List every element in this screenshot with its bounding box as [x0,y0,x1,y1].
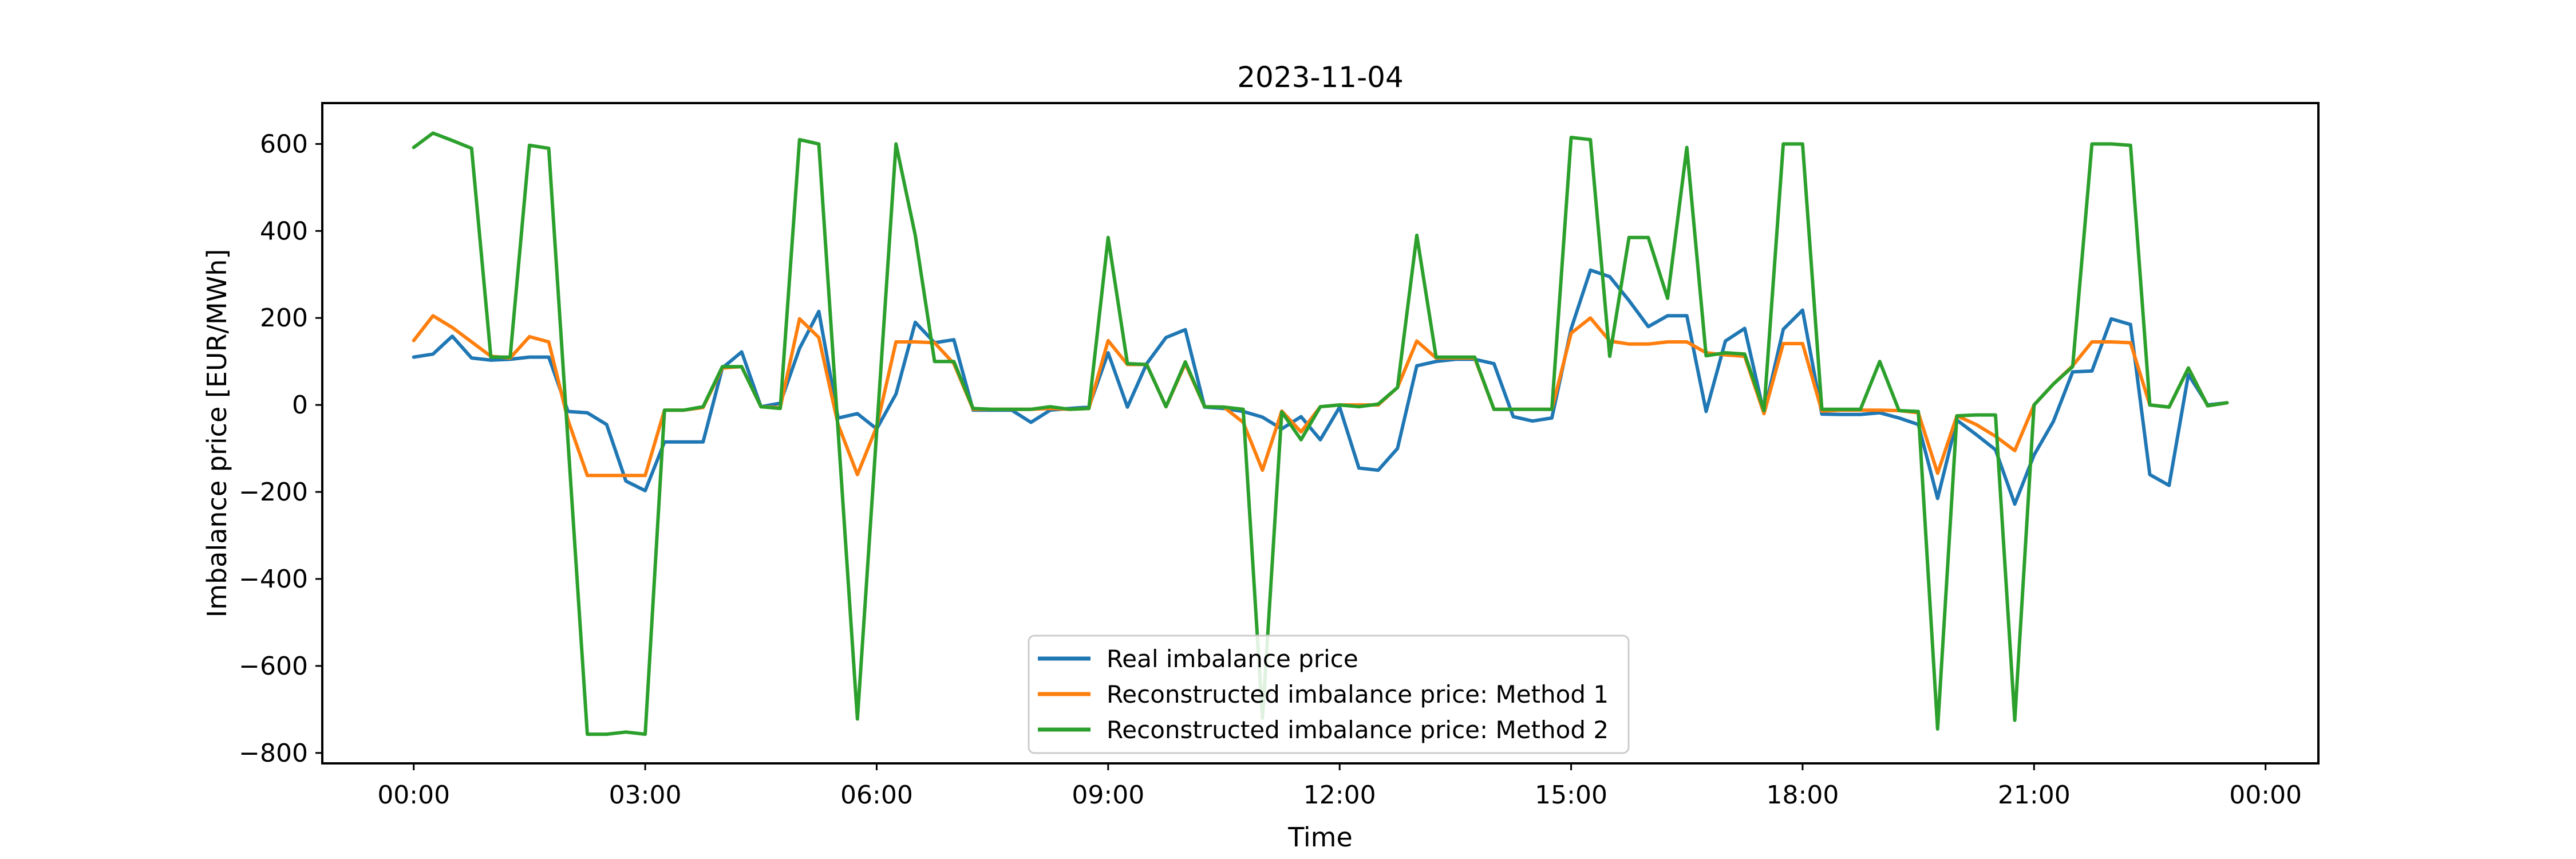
x-tick-label: 00:00 [2229,781,2302,810]
y-tick-label: −600 [239,652,308,681]
y-tick-label: 200 [260,304,308,333]
y-tick-label: −200 [239,478,308,507]
x-tick-label: 00:00 [377,781,450,810]
y-tick-label: 400 [260,216,308,246]
legend-entry-label: Reconstructed imbalance price: Method 2 [1107,716,1609,744]
x-tick-label: 03:00 [609,781,682,810]
x-tick-label: 12:00 [1303,781,1376,810]
plot-border [321,102,2320,765]
chart-title: 2023-11-04 [1237,61,1404,94]
legend-entry-label: Real imbalance price [1107,645,1358,673]
y-tick-label: −400 [239,565,308,594]
x-axis-label: Time [1287,822,1353,853]
x-tick-label: 09:00 [1072,781,1144,810]
series-line-1 [412,268,2229,506]
x-tick-label: 15:00 [1535,781,1607,810]
series-line-3 [412,131,2229,736]
x-tick-label: 18:00 [1767,781,1839,810]
x-tick-label: 21:00 [1998,781,2071,810]
legend-box [1028,635,1630,754]
y-axis-label: Imbalance price [EUR/MWh] [202,249,232,618]
x-tick-label: 06:00 [840,781,913,810]
y-tick-label: −800 [239,739,308,768]
y-tick-label: 600 [260,129,308,159]
legend-entry-label: Reconstructed imbalance price: Method 1 [1107,680,1609,708]
y-tick-label: 0 [292,391,308,420]
